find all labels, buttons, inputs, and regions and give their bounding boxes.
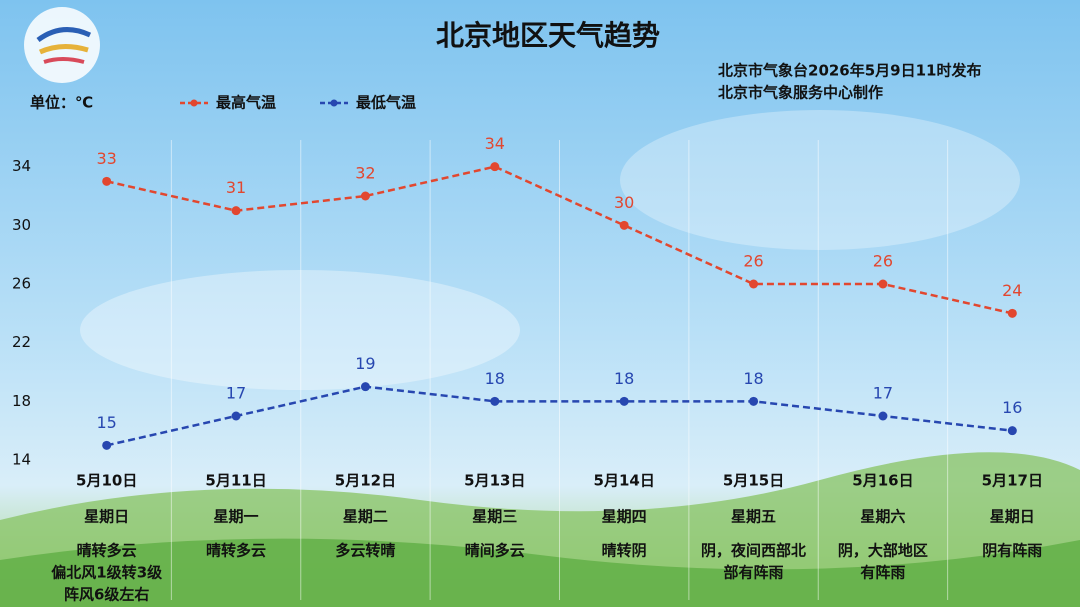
weather-label: 晴转多云 [77, 542, 137, 560]
weekday-label: 星期四 [602, 508, 647, 526]
data-label: 15 [97, 413, 117, 432]
series-line [106, 385, 1013, 447]
weather-label: 阴，大部地区 [838, 542, 928, 560]
data-label: 17 [873, 384, 893, 403]
data-point [1007, 308, 1017, 318]
weekday-label: 星期日 [84, 508, 129, 526]
grass [0, 538, 1080, 607]
data-label: 18 [485, 369, 505, 388]
cloud [80, 270, 520, 390]
x-tick-label: 5月12日 [335, 472, 396, 490]
data-point [360, 191, 370, 201]
data-label: 24 [1002, 281, 1022, 300]
y-tick-label: 22 [12, 333, 31, 351]
legend-label: 最低气温 [356, 94, 416, 112]
weather-label: 晴转阴 [602, 542, 647, 560]
data-label: 26 [743, 252, 763, 271]
weather-label: 偏北风1级转3级 [51, 564, 163, 582]
legend-dot [330, 99, 338, 107]
data-label: 18 [743, 369, 763, 388]
data-point [102, 440, 112, 450]
weekday-label: 星期六 [860, 508, 905, 526]
data-label: 19 [355, 354, 375, 373]
data-label: 33 [97, 149, 117, 168]
y-tick-label: 26 [12, 275, 31, 293]
source-line: 北京市气象台2026年5月9日11时发布 [718, 62, 982, 80]
weekday-label: 星期日 [990, 508, 1035, 526]
weekday-label: 星期二 [343, 508, 388, 526]
x-tick-label: 5月17日 [982, 472, 1043, 490]
y-tick-label: 30 [12, 216, 31, 234]
legend-dot [190, 99, 198, 107]
data-point [619, 220, 629, 230]
x-tick-label: 5月13日 [464, 472, 525, 490]
data-point [490, 162, 500, 172]
weekday-label: 星期五 [731, 508, 776, 526]
weather-label: 阴有阵雨 [982, 542, 1042, 560]
y-tick-label: 18 [12, 392, 31, 410]
x-tick-label: 5月14日 [594, 472, 655, 490]
data-point [878, 411, 888, 421]
weather-label: 晴转多云 [206, 542, 266, 560]
data-point [619, 396, 629, 406]
x-tick-label: 5月16日 [852, 472, 913, 490]
weather-label: 阵风6级左右 [64, 586, 149, 604]
data-point [878, 279, 888, 289]
weather-label: 晴间多云 [465, 542, 525, 560]
data-point [231, 411, 241, 421]
data-point [102, 176, 112, 186]
x-tick-label: 5月10日 [76, 472, 137, 490]
cloud [620, 110, 1020, 250]
y-tick-label: 34 [12, 157, 31, 175]
logo [24, 7, 100, 83]
weather-label: 部有阵雨 [724, 564, 784, 582]
data-point [231, 206, 241, 216]
data-label: 18 [614, 369, 634, 388]
weather-label: 多云转晴 [335, 542, 395, 560]
data-point [1007, 426, 1017, 436]
chart-title: 北京地区天气趋势 [436, 19, 660, 52]
y-tick-label: 14 [12, 451, 31, 469]
data-label: 31 [226, 178, 246, 197]
data-label: 34 [485, 134, 505, 153]
data-point [490, 396, 500, 406]
weekday-label: 星期三 [472, 508, 517, 526]
x-tick-label: 5月15日 [723, 472, 784, 490]
x-tick-label: 5月11日 [205, 472, 266, 490]
source-line: 北京市气象服务中心制作 [718, 84, 883, 102]
data-point [749, 279, 759, 289]
data-label: 26 [873, 252, 893, 271]
series-line [106, 165, 1013, 315]
data-label: 30 [614, 193, 634, 212]
weekday-label: 星期一 [214, 508, 259, 526]
data-point [749, 396, 759, 406]
data-label: 16 [1002, 398, 1022, 417]
data-point [360, 382, 370, 392]
weather-label: 有阵雨 [860, 564, 905, 582]
data-label: 17 [226, 384, 246, 403]
unit-label: 单位：℃ [30, 94, 93, 112]
legend-label: 最高气温 [216, 94, 276, 112]
weather-label: 阴，夜间西部北 [701, 542, 806, 560]
data-label: 32 [355, 164, 375, 183]
